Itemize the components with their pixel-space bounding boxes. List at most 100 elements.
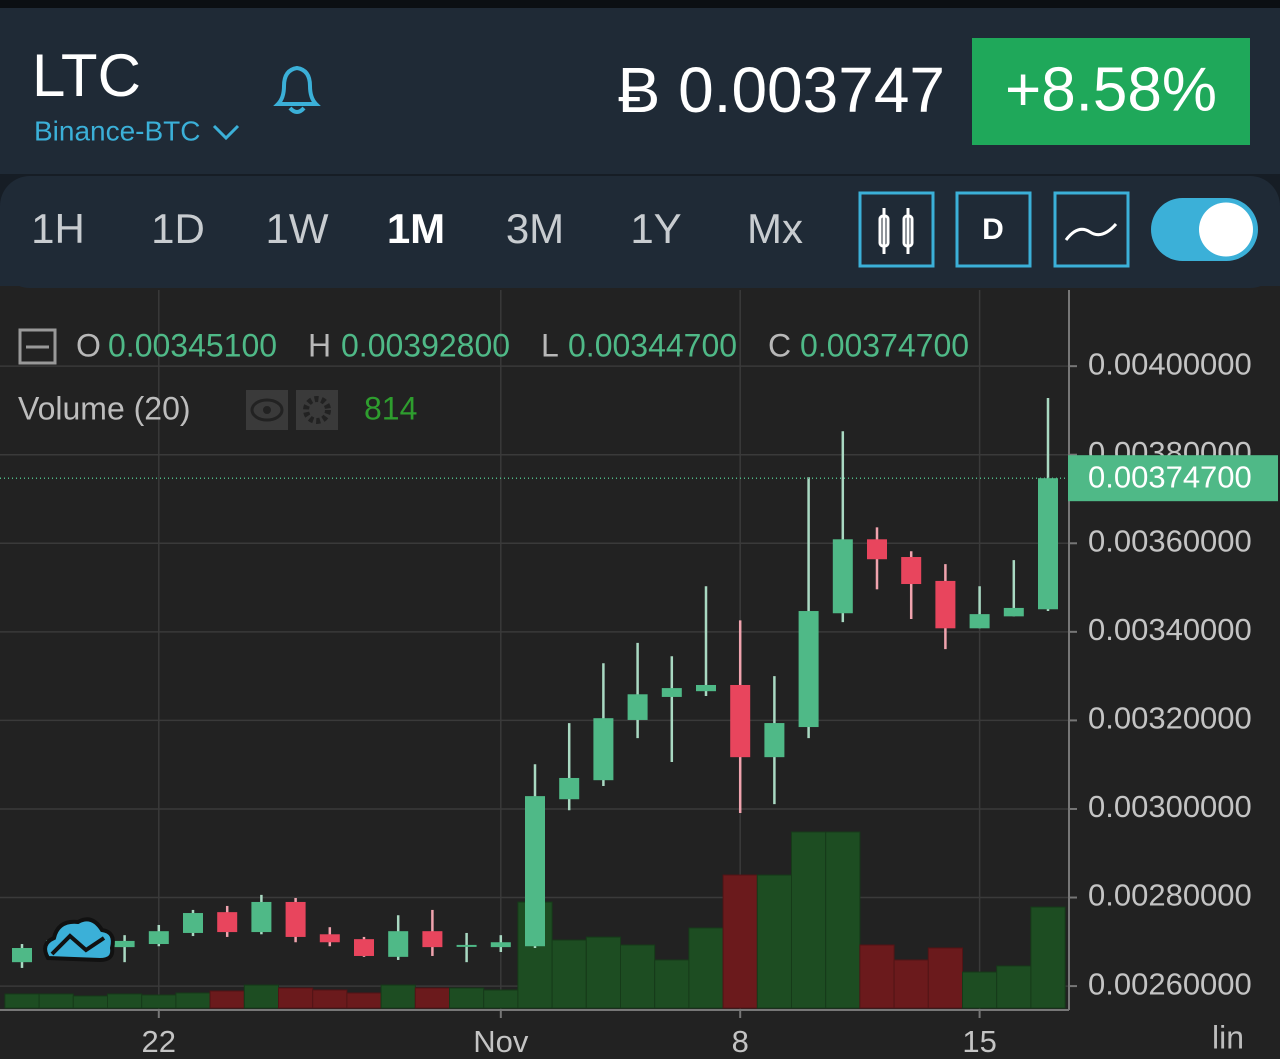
x-tick-label: 8	[732, 1024, 749, 1059]
candle-body	[422, 931, 443, 948]
candle-body	[832, 539, 853, 614]
volume-bar	[380, 984, 416, 1009]
y-tick-label: 0.00280000	[1088, 878, 1252, 913]
volume-bar	[346, 992, 382, 1009]
volume-bar	[483, 989, 519, 1009]
symbol: LTC	[32, 42, 141, 109]
legend-h: 0.00392800	[341, 327, 510, 363]
exchange[interactable]: Binance-BTC	[34, 115, 201, 146]
candle-body	[490, 942, 511, 948]
interval-tab[interactable]: 3M	[506, 205, 564, 252]
last-price-label: 0.00374700	[1088, 459, 1252, 494]
volume-bar	[688, 927, 724, 1009]
volume-bar	[825, 831, 861, 1009]
legend-l-label: L	[541, 327, 559, 363]
eye-pupil	[263, 406, 271, 414]
volume-bar	[243, 984, 280, 1009]
legend-c-label: C	[768, 327, 791, 363]
x-tick-label: 15	[962, 1024, 996, 1059]
candle-body	[354, 939, 374, 956]
x-tick-label: 22	[142, 1024, 176, 1059]
gear-icon	[303, 396, 331, 424]
candle-body	[183, 913, 203, 933]
volume-bar	[107, 993, 143, 1009]
candle-body	[867, 539, 887, 560]
volume-bar	[175, 992, 211, 1009]
y-tick-label: 0.00300000	[1088, 789, 1252, 824]
candle-body	[114, 940, 135, 948]
volume-bar	[449, 987, 485, 1009]
scale-mode[interactable]: lin	[1212, 1019, 1244, 1055]
legend-c: 0.00374700	[800, 327, 969, 363]
volume-bar	[756, 874, 792, 1009]
candle-body	[285, 901, 306, 937]
last-price-badge	[1068, 455, 1278, 502]
legend-collapse[interactable]	[18, 328, 57, 365]
interval-tab[interactable]: 1H	[31, 205, 85, 252]
volume-value: 814	[364, 390, 417, 426]
y-tick-label: 0.00260000	[1088, 966, 1252, 1001]
y-tick-label: 0.00400000	[1088, 346, 1252, 381]
interval-tab[interactable]: Mx	[747, 205, 803, 252]
volume-bar	[859, 944, 895, 1009]
price: Ƀ 0.003747	[618, 54, 945, 126]
volume-bar	[4, 993, 40, 1009]
eye-icon	[250, 398, 284, 422]
candle-type-button[interactable]	[858, 191, 935, 268]
toolbar-base	[0, 250, 1280, 286]
volume-bar	[72, 995, 109, 1009]
volume-bar	[927, 947, 963, 1009]
legend-h-label: H	[308, 327, 331, 363]
candle-body	[12, 948, 32, 963]
plot: 0.00260000 0.00280000 0.00300000 0.00320000…	[0, 290, 1278, 1059]
candle-body	[1038, 478, 1058, 610]
volume-label: Volume (20)	[18, 390, 191, 426]
interval-tab[interactable]: 1Y	[630, 205, 681, 252]
change: +8.58%	[1005, 55, 1217, 124]
volume-bar	[141, 994, 177, 1009]
volume-bar	[654, 959, 690, 1009]
volume-bar	[38, 993, 74, 1009]
volume-bar	[414, 987, 450, 1009]
exchange-chevron[interactable]	[212, 124, 240, 141]
candle-body	[456, 944, 477, 947]
x-tick-label: Nov	[473, 1024, 529, 1059]
y-tick-label: 0.00340000	[1088, 612, 1252, 647]
candle-body	[764, 723, 785, 758]
interval-tab[interactable]: 1M	[387, 205, 445, 252]
intervals: 1H 1D 1W 1M 3M 1Y Mx	[31, 205, 803, 252]
candle-body	[593, 718, 614, 781]
candle-body	[559, 777, 580, 800]
candle-body	[319, 934, 340, 943]
candle-body	[217, 912, 238, 933]
volume-bar	[312, 989, 348, 1009]
volume-bar	[722, 874, 758, 1009]
interval-tab[interactable]: 1W	[266, 205, 329, 252]
y-tick-label: 0.00360000	[1088, 523, 1252, 558]
change-badge	[972, 38, 1250, 145]
candle-body	[730, 684, 751, 758]
volume-bar	[962, 971, 998, 1009]
legend-o-label: O	[76, 327, 101, 363]
ohlc-legend: O 0.00345100 H 0.00392800 L 0.00344700 C…	[76, 327, 969, 363]
candle-body	[251, 901, 272, 933]
volume-bar	[791, 831, 827, 1009]
toggle-knob	[1199, 202, 1253, 257]
volume-bar	[278, 987, 314, 1009]
logo	[43, 917, 115, 963]
interval-tab[interactable]: 1D	[151, 205, 205, 252]
candle-body	[798, 611, 819, 728]
candle-body	[661, 688, 682, 697]
volume-bar	[1030, 906, 1066, 1009]
volume-bar	[620, 944, 656, 1009]
indicator-button[interactable]	[1053, 191, 1130, 268]
volume-bar	[551, 939, 587, 1009]
legend-o: 0.00345100	[108, 327, 277, 363]
interval-button[interactable]	[955, 191, 1032, 268]
candle-body	[696, 684, 716, 692]
legend-l: 0.00344700	[568, 327, 737, 363]
candle-body	[901, 557, 922, 585]
y-tick-label: 0.00320000	[1088, 701, 1252, 736]
bell-icon[interactable]	[273, 65, 321, 114]
